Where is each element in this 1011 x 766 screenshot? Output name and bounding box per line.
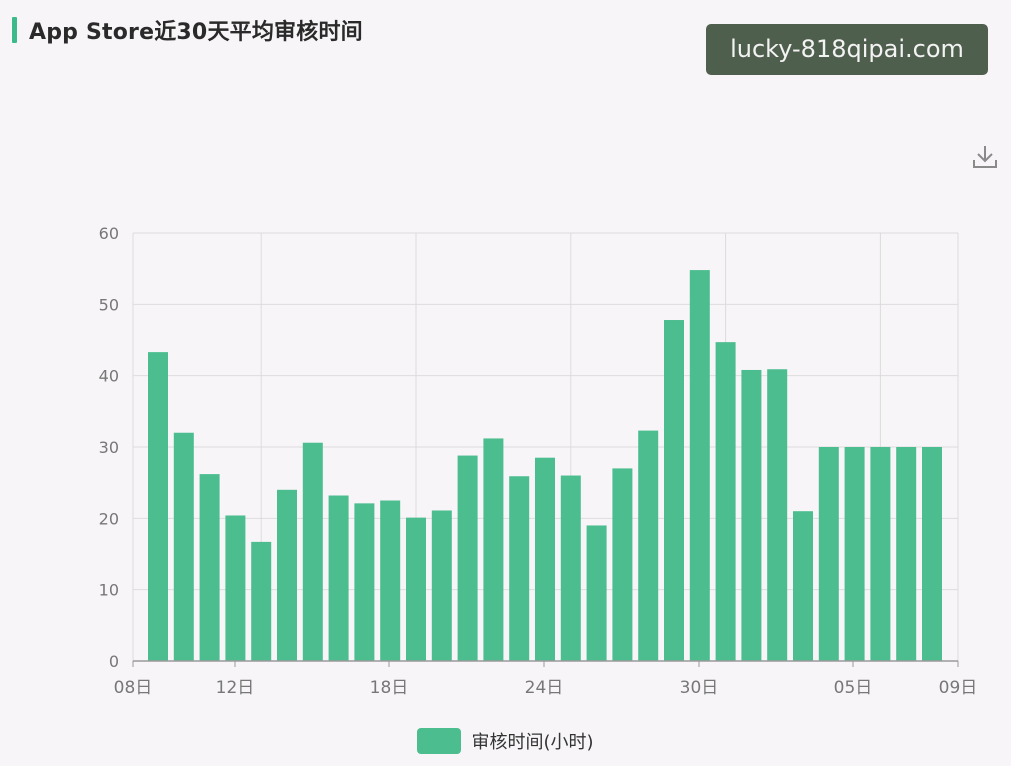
x-tick-label: 05日 bbox=[834, 678, 873, 698]
bar-9 bbox=[354, 503, 375, 661]
bar-8 bbox=[328, 495, 349, 661]
y-tick-label: 60 bbox=[99, 224, 119, 243]
bar-22 bbox=[689, 270, 710, 661]
bar-21 bbox=[664, 320, 684, 661]
bar-3 bbox=[199, 474, 220, 661]
bar-16 bbox=[535, 457, 555, 661]
chart-title-bar: App Store近30天平均审核时间 bbox=[12, 16, 363, 45]
bar-18 bbox=[586, 525, 607, 661]
chart-legend[interactable]: 审核时间(小时) bbox=[0, 728, 1011, 754]
bar-2 bbox=[173, 432, 194, 661]
x-tick-label: 09日 bbox=[939, 678, 978, 698]
y-tick-label: 30 bbox=[99, 438, 119, 457]
legend-label[interactable]: 审核时间(小时) bbox=[471, 732, 594, 753]
bar-28 bbox=[844, 447, 865, 661]
bar-1 bbox=[148, 352, 168, 661]
bar-10 bbox=[380, 500, 401, 661]
legend-swatch[interactable] bbox=[417, 728, 462, 754]
bar-11 bbox=[406, 517, 426, 661]
y-tick-label: 40 bbox=[99, 367, 119, 386]
bar-15 bbox=[509, 476, 530, 661]
bar-24 bbox=[741, 369, 762, 661]
bar-14 bbox=[483, 438, 504, 661]
x-tick-label: 24日 bbox=[525, 678, 564, 698]
bar-19 bbox=[612, 468, 633, 661]
x-tick-label: 12日 bbox=[216, 678, 255, 698]
bar-30 bbox=[896, 447, 917, 661]
bar-7 bbox=[302, 442, 323, 661]
bar-23 bbox=[715, 342, 736, 661]
bar-6 bbox=[277, 489, 297, 661]
bar-29 bbox=[870, 447, 891, 661]
x-tick-label: 18日 bbox=[370, 678, 409, 698]
y-tick-label: 10 bbox=[99, 581, 119, 600]
bar-5 bbox=[251, 541, 272, 661]
title-accent-bar bbox=[12, 17, 17, 43]
bar-13 bbox=[457, 455, 478, 661]
page-title: App Store近30天平均审核时间 bbox=[29, 20, 363, 45]
bar-17 bbox=[560, 475, 581, 661]
y-tick-label: 20 bbox=[99, 509, 119, 528]
y-tick-label: 0 bbox=[109, 652, 119, 671]
x-tick-label: 08日 bbox=[114, 678, 153, 698]
bar-27 bbox=[818, 447, 839, 661]
bar-12 bbox=[431, 510, 452, 661]
x-tick-label: 30日 bbox=[680, 678, 719, 698]
bar-26 bbox=[793, 511, 813, 661]
bar-25 bbox=[767, 369, 788, 661]
bar-31 bbox=[922, 447, 942, 661]
watermark-badge: lucky-818qipai.com bbox=[706, 24, 988, 75]
download-icon[interactable] bbox=[970, 142, 1000, 172]
y-tick-label: 50 bbox=[99, 295, 119, 314]
bar-20 bbox=[638, 430, 659, 661]
bar-4 bbox=[225, 515, 246, 661]
